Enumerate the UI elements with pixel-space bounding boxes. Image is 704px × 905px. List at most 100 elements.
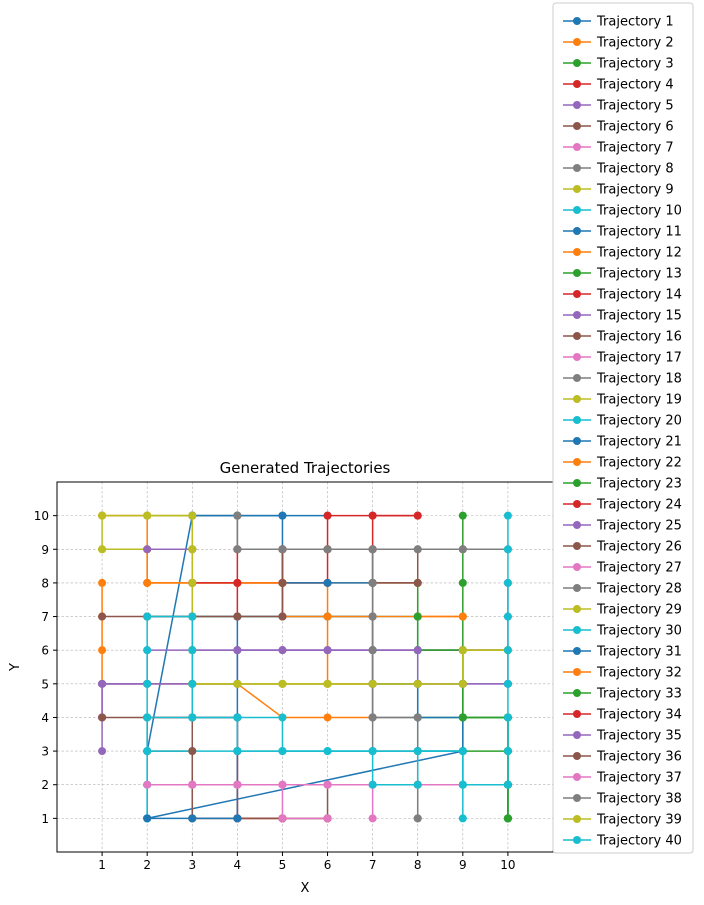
legend-label: Trajectory 31 <box>596 645 682 660</box>
trajectory-point <box>278 747 287 756</box>
legend-marker <box>573 836 581 844</box>
trajectory-point <box>458 578 467 587</box>
legend-label: Trajectory 20 <box>596 414 682 429</box>
trajectory-point <box>458 814 467 823</box>
trajectory-point <box>323 511 332 520</box>
legend-marker <box>573 647 581 655</box>
trajectory-point <box>323 780 332 789</box>
legend-marker <box>573 773 581 781</box>
trajectory-point <box>233 747 242 756</box>
trajectory-point <box>413 545 422 554</box>
trajectory-point <box>503 780 512 789</box>
ticks: 1 2 3 4 5 6 7 8 9 10 1 2 3 4 5 6 7 8 9 10 <box>34 509 516 872</box>
trajectory-point <box>503 814 512 823</box>
legend-box <box>552 2 694 854</box>
legend-marker <box>573 521 581 529</box>
trajectory-point <box>503 511 512 520</box>
trajectory-point <box>98 679 107 688</box>
y-tick-label: 2 <box>41 778 49 792</box>
trajectory-point <box>278 780 287 789</box>
trajectory-point <box>143 545 152 554</box>
trajectory-point <box>323 814 332 823</box>
trajectory-point <box>323 713 332 722</box>
trajectory-point <box>233 511 242 520</box>
trajectory-point <box>503 545 512 554</box>
legend-marker <box>573 395 581 403</box>
legend-label: Trajectory 34 <box>596 708 682 723</box>
trajectory-point <box>278 646 287 655</box>
x-tick-label: 4 <box>234 858 242 872</box>
trajectory-point <box>143 578 152 587</box>
legend-label: Trajectory 13 <box>596 267 682 282</box>
trajectory-line <box>101 514 508 685</box>
legend-label: Trajectory 33 <box>596 687 682 702</box>
legend-label: Trajectory 35 <box>596 729 682 744</box>
trajectory-point <box>143 679 152 688</box>
legend-label: Trajectory 28 <box>596 582 682 597</box>
trajectory-point <box>368 747 377 756</box>
trajectory-point <box>188 612 197 621</box>
y-tick-label: 5 <box>41 677 49 691</box>
trajectory-point <box>143 511 152 520</box>
y-tick-label: 1 <box>41 812 49 826</box>
trajectory-point <box>458 511 467 520</box>
trajectory-point <box>143 780 152 789</box>
trajectory-point <box>98 747 107 756</box>
x-tick-label: 8 <box>414 858 422 872</box>
legend-marker <box>573 290 581 298</box>
x-tick-label: 9 <box>459 858 467 872</box>
legend-marker <box>573 164 581 172</box>
legend-label: Trajectory 38 <box>596 792 682 807</box>
legend-marker <box>573 437 581 445</box>
legend-label: Trajectory 19 <box>596 393 682 408</box>
trajectory-point <box>323 578 332 587</box>
trajectory-point <box>503 679 512 688</box>
trajectory-point <box>188 780 197 789</box>
legend-label: Trajectory 36 <box>596 750 682 765</box>
legend-marker <box>573 542 581 550</box>
legend-marker <box>573 227 581 235</box>
legend-marker <box>573 143 581 151</box>
x-tick-label: 3 <box>188 858 196 872</box>
trajectory-series <box>98 511 512 688</box>
trajectory-point <box>233 780 242 789</box>
x-axis-label: X <box>301 881 310 896</box>
legend-marker <box>573 59 581 67</box>
trajectory-point <box>233 713 242 722</box>
trajectory-line <box>192 514 419 819</box>
legend-label: Trajectory 32 <box>596 666 682 681</box>
trajectory-point <box>98 578 107 587</box>
trajectory-point <box>458 747 467 756</box>
grid <box>57 482 553 852</box>
legend-marker <box>573 416 581 424</box>
trajectory-point <box>323 646 332 655</box>
legend-marker <box>573 248 581 256</box>
trajectory-point <box>233 578 242 587</box>
legend-marker <box>573 500 581 508</box>
trajectory-point <box>278 545 287 554</box>
x-tick-label: 10 <box>500 858 515 872</box>
legend-label: Trajectory 39 <box>596 813 682 828</box>
trajectory-point <box>188 814 197 823</box>
legend: Trajectory 1 Trajectory 2 Trajectory 3 Traj… <box>552 2 694 854</box>
trajectory-point <box>458 780 467 789</box>
trajectory-point <box>278 713 287 722</box>
trajectory-point <box>143 646 152 655</box>
trajectory-point <box>368 780 377 789</box>
legend-label: Trajectory 18 <box>596 372 682 387</box>
legend-label: Trajectory 14 <box>596 288 682 303</box>
legend-label: Trajectory 29 <box>596 603 682 618</box>
trajectory-point <box>413 511 422 520</box>
trajectory-point <box>98 713 107 722</box>
trajectory-point <box>413 679 422 688</box>
trajectory-point <box>368 578 377 587</box>
legend-label: Trajectory 5 <box>596 99 674 114</box>
trajectory-point <box>503 747 512 756</box>
x-tick-label: 5 <box>279 858 287 872</box>
trajectory-point <box>323 747 332 756</box>
trajectory-point <box>188 679 197 688</box>
trajectory-point <box>458 713 467 722</box>
legend-label: Trajectory 40 <box>596 834 682 849</box>
legend-label: Trajectory 9 <box>596 183 674 198</box>
